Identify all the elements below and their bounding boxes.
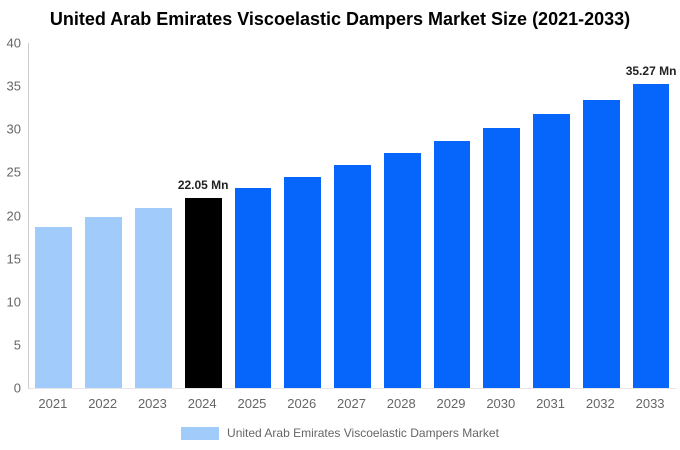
y-tick-label: 20 <box>6 208 21 223</box>
bar-slot-2027 <box>328 43 378 388</box>
bar-2027 <box>334 165 371 388</box>
bar-2028 <box>383 153 421 388</box>
bar-2025 <box>234 187 272 388</box>
x-tick-label-2032: 2032 <box>585 396 615 411</box>
x-tick-label-2021: 2021 <box>38 396 68 411</box>
bar-2024: 22.05 Mn <box>178 178 229 388</box>
bar-value-label-2033: 35.27 Mn <box>625 63 677 78</box>
x-tick-label-2022: 2022 <box>88 396 118 411</box>
y-tick-label: 0 <box>13 380 21 396</box>
y-tick-label: 5 <box>13 337 21 353</box>
x-tick-label-2025: 2025 <box>237 396 267 411</box>
bar-2030 <box>483 127 521 388</box>
bar-slot-2024: 22.05 Mn <box>178 43 229 388</box>
x-tick-label-2030: 2030 <box>486 396 516 411</box>
plot-area: 22.05 Mn 35.27 Mn <box>28 43 676 389</box>
bar-slot-2025 <box>228 43 278 388</box>
x-tick-label-2029: 2029 <box>436 396 466 411</box>
legend-item[interactable]: United Arab Emirates Viscoelastic Damper… <box>0 426 680 440</box>
x-tick-label-2023: 2023 <box>137 396 167 411</box>
bar-2029 <box>433 141 471 388</box>
x-tick-label-2031: 2031 <box>536 396 565 411</box>
x-tick-label-2024: 2024 <box>187 396 217 411</box>
bar-value-label-2024: 22.05 Mn <box>177 177 229 192</box>
y-tick-label: 40 <box>6 35 21 51</box>
bar-2031 <box>533 114 570 388</box>
y-tick-label: 25 <box>6 164 21 180</box>
y-tick-label: 10 <box>6 294 21 310</box>
x-tick-label-2028: 2028 <box>386 396 416 411</box>
bar-2032 <box>582 99 620 388</box>
bar-slot-2026 <box>278 43 328 388</box>
y-tick-label: 15 <box>6 251 21 267</box>
bar-2022 <box>85 217 123 388</box>
bar-slot-2022 <box>79 43 129 388</box>
bar-2021 <box>35 226 73 388</box>
legend-label: United Arab Emirates Viscoelastic Damper… <box>227 426 499 440</box>
bar-slot-2029 <box>427 43 477 388</box>
bar-2023 <box>135 207 172 388</box>
bar-2026 <box>284 176 322 388</box>
bar-2033: 35.27 Mn <box>626 64 676 388</box>
y-tick-label: 30 <box>6 121 21 137</box>
x-tick-label-2033: 2033 <box>635 396 665 411</box>
y-tick-label: 35 <box>6 78 21 94</box>
bar-slot-2031 <box>527 43 577 388</box>
bar-slot-2023 <box>129 43 179 388</box>
bar-slot-2032 <box>576 43 626 388</box>
x-tick-label-2026: 2026 <box>287 396 317 411</box>
bar-slot-2033: 35.27 Mn <box>626 43 676 388</box>
legend-swatch <box>181 426 220 440</box>
bar-slot-2028 <box>377 43 427 388</box>
x-tick-label-2027: 2027 <box>337 396 366 411</box>
x-axis-labels: 2021 2022 2023 2024 2025 2026 2027 2028 2029 2030… <box>28 396 675 411</box>
chart-title: United Arab Emirates Viscoelastic Damper… <box>49 9 631 29</box>
bar-slot-2030 <box>477 43 527 388</box>
bar-slot-2021 <box>29 43 79 388</box>
y-axis-labels: 0 5 10 15 20 25 30 35 40 <box>0 37 23 395</box>
